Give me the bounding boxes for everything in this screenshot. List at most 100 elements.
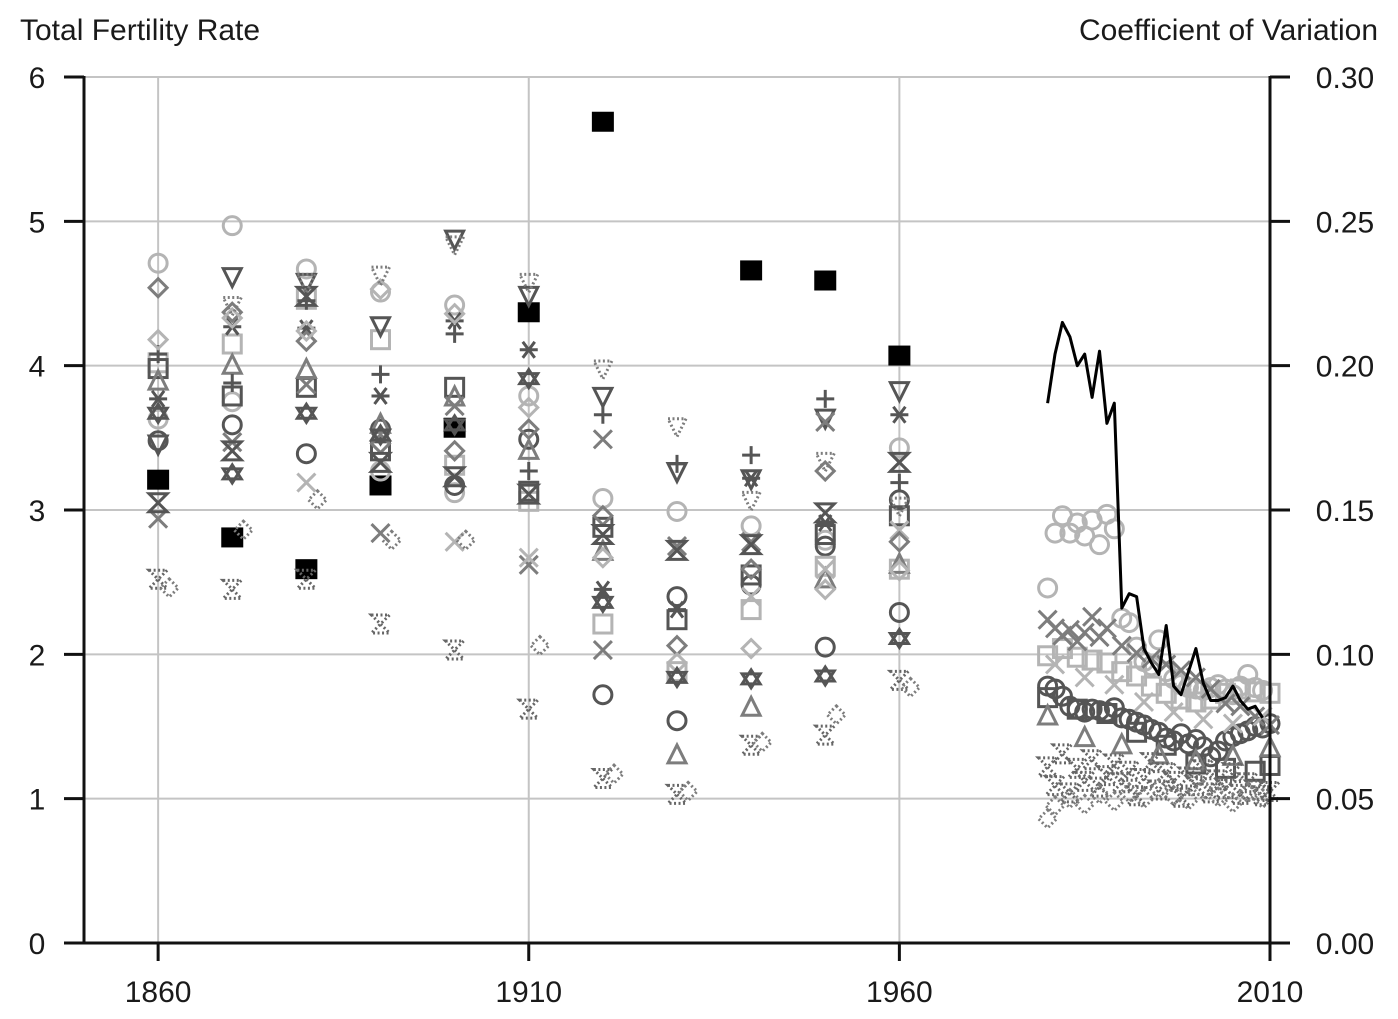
data-point [899,676,922,699]
data-point [888,345,911,366]
data-point [742,446,761,465]
data-point [295,258,317,280]
data-point [443,302,466,325]
y-tick-label: 3 [29,495,46,528]
data-point [516,483,542,505]
data-point [444,482,466,504]
data-point [369,316,392,340]
data-point [146,434,170,458]
data-point [887,496,911,520]
data-point [295,376,317,398]
data-point [888,530,911,553]
data-point [1245,706,1266,727]
data-point [517,285,541,309]
data-point [442,413,467,437]
data-point [221,306,244,330]
data-point [1073,793,1096,816]
data-point [665,665,689,690]
data-point [814,578,837,601]
data-point [739,667,763,691]
data-point [890,473,909,492]
data-point [887,626,912,651]
x-tick-label: 1960 [866,976,933,1009]
data-point [888,601,910,623]
data-point [1230,696,1251,717]
data-point [591,590,615,615]
data-point [367,451,394,473]
data-point [668,600,686,619]
data-point [444,454,466,476]
data-point [443,439,466,462]
data-point [147,252,169,274]
series-layer [145,111,1283,830]
data-point [740,515,762,537]
y-tick-label: 5 [29,206,46,239]
data-point [666,500,688,522]
data-point [221,333,243,355]
data-point [146,401,170,426]
data-point [1111,635,1132,656]
y2-tick-label: 0.05 [1316,784,1374,817]
data-point [1185,753,1207,775]
y2-tick-label: 0.15 [1316,495,1374,528]
data-point [814,524,836,546]
data-point [740,260,763,281]
data-point [1111,707,1133,729]
data-point [1162,784,1185,807]
data-point [814,270,837,291]
data-point [602,763,626,786]
data-point [888,505,910,527]
data-point [517,418,540,441]
data-point [296,374,317,395]
data-point [815,559,836,580]
data-point [147,430,169,452]
data-point [444,531,465,552]
data-point [1133,691,1155,713]
data-point [367,613,394,635]
data-point [1044,522,1066,544]
data-point [146,367,170,391]
data-point [147,276,170,299]
data-point [1074,667,1095,688]
data-point [147,469,170,490]
data-point [296,472,317,493]
data-point [1036,807,1059,830]
data-point [221,215,243,237]
data-point [1221,791,1245,815]
data-point [1089,700,1111,722]
data-point [813,451,837,475]
data-point [740,564,762,586]
data-point [517,396,540,419]
data-point [519,340,538,359]
data-point [294,356,318,380]
data-point [666,586,688,608]
data-point [592,429,613,450]
data-point [1110,731,1134,755]
y-tick-label: 2 [29,639,46,672]
data-point [454,529,477,552]
data-point [1094,765,1120,787]
data-point [590,524,616,546]
data-point [751,731,774,754]
data-point [666,710,688,732]
data-point [740,637,763,660]
data-point [738,534,764,556]
data-point [1042,775,1068,797]
data-point [666,609,688,631]
data-point [593,580,612,599]
data-point [294,272,318,296]
data-point [1101,753,1127,775]
data-point [591,538,615,561]
data-point [294,401,319,426]
data-point [519,462,538,481]
x-tick-label: 2010 [1237,976,1304,1009]
data-point [220,462,244,486]
data-point [306,488,329,512]
data-point [517,272,541,296]
data-point [442,466,468,488]
data-point [369,411,392,434]
data-point [517,437,541,460]
y2-tick-label: 0.25 [1316,206,1374,239]
data-point [295,330,318,353]
data-point [1043,794,1067,818]
